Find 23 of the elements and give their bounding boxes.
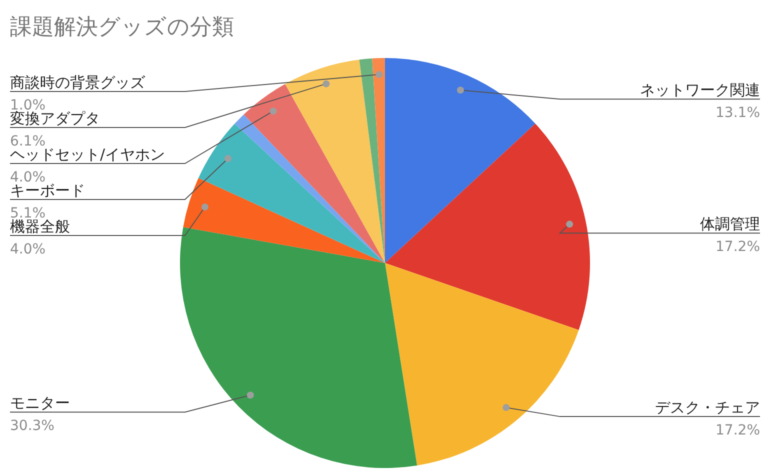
chart-title: 課題解決グッズの分類 [10,15,234,40]
slice-label: デスク・チェア [655,398,760,417]
data-label: 17.2% [716,239,760,256]
data-label: 30.3% [10,418,54,434]
data-label: 17.2% [716,422,760,439]
slice-label: 商談時の背景グッズ [10,73,146,92]
data-label: 13.1% [716,105,760,122]
pie-slice [385,124,590,330]
pie-slice [198,124,385,263]
slice-label: 変換アダプタ [10,109,100,128]
slice-label: 機器全般 [10,217,70,236]
pie-slice [244,84,385,263]
pie-slice [359,58,385,263]
data-label: 4.0% [10,241,46,258]
pie-slice [285,60,385,263]
pie-slice [234,114,385,263]
pie-slice [385,263,579,466]
slice-label: 体調管理 [700,215,760,234]
pie-slice [385,58,536,263]
slice-label: モニター [10,394,70,412]
pie-slice [183,178,385,263]
pie-slice [180,227,418,468]
slice-label: ネットワーク関連 [640,81,760,100]
